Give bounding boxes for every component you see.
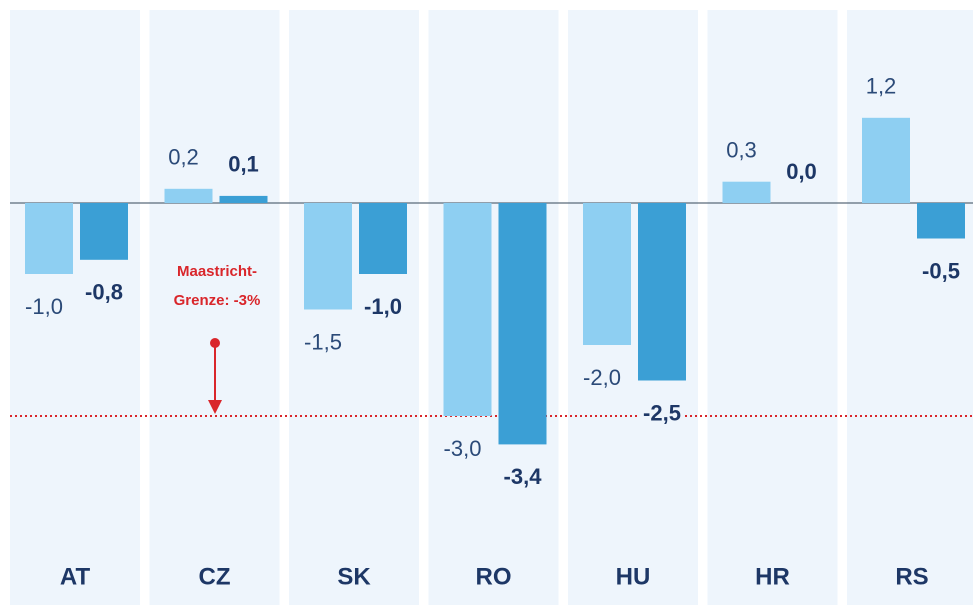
value-label: -0,5 (922, 258, 960, 283)
column-background (847, 10, 973, 605)
value-label: 1,2 (866, 74, 897, 99)
value-label: -0,8 (85, 280, 123, 305)
value-label: 0,1 (228, 152, 259, 177)
bar (219, 195, 268, 203)
bar (164, 188, 213, 203)
column-background (10, 10, 140, 605)
value-label: -2,0 (583, 365, 621, 390)
annotation: Maastricht- (177, 263, 257, 280)
value-label: -2,5 (643, 400, 681, 425)
x-tick-label: RO (476, 563, 512, 590)
x-tick-label: HR (755, 563, 790, 590)
bar (25, 203, 73, 274)
bar (638, 203, 686, 381)
value-label: -1,5 (304, 329, 342, 354)
value-label: 0,0 (786, 159, 817, 184)
bar (359, 203, 407, 274)
value-label: -1,0 (364, 294, 402, 319)
bar (917, 203, 965, 239)
value-label: -3,0 (444, 436, 482, 461)
x-tick-label: SK (337, 563, 371, 590)
bar (80, 203, 128, 260)
value-label: -1,0 (25, 294, 63, 319)
column-background (149, 10, 280, 605)
x-tick-label: HU (616, 563, 651, 590)
bar (304, 203, 352, 310)
x-tick-label: CZ (199, 563, 231, 590)
x-tick-label: RS (895, 563, 928, 590)
value-label: 0,3 (726, 138, 757, 163)
bar (583, 203, 631, 345)
column-background (707, 10, 838, 605)
annotation-arrowhead (208, 400, 222, 414)
bar (443, 203, 492, 416)
x-tick-label: AT (60, 563, 91, 590)
annotation: Grenze: -3% (174, 292, 261, 309)
bar (862, 117, 910, 203)
label-background (639, 400, 685, 426)
bar (498, 203, 547, 445)
value-label: 0,2 (168, 145, 199, 170)
value-label: -3,4 (504, 464, 543, 489)
bar (722, 181, 771, 203)
